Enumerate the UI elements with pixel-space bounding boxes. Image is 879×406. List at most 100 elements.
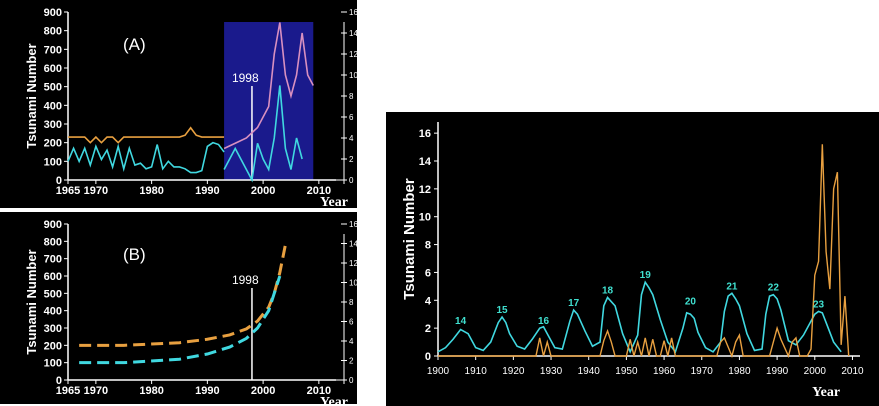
cycle-label: 18: [602, 286, 614, 297]
cycle-label: 16: [538, 316, 550, 327]
right-tick-label: 4: [349, 134, 354, 143]
y-tick-label: 0: [56, 375, 62, 387]
y-tick-label: 300: [44, 323, 62, 335]
panel-label: (B): [123, 245, 146, 264]
y-axis-label: Tsunami Number: [24, 43, 39, 148]
x-tick-label: 1970: [691, 366, 714, 377]
y-tick-label: 600: [44, 271, 62, 283]
chart-a: 0 2 4 6 8 10 12 14 16 0 100 200 300 400 500 600 700 800 90…: [24, 7, 357, 208]
x-axis-label: Year: [320, 195, 348, 208]
x-tick-label: 1970: [84, 185, 108, 197]
cycle-label: 19: [640, 270, 652, 281]
y-tick-label: 400: [44, 306, 62, 318]
x-tick-label: 1980: [139, 385, 163, 397]
panel-label: (A): [123, 35, 146, 54]
x-tick-label: 1990: [766, 366, 789, 377]
y-tick-label: 4: [425, 295, 432, 307]
right-tick-label: 12: [349, 50, 357, 59]
cycle-label: 15: [496, 305, 508, 316]
right-tick-label: 16: [349, 8, 357, 17]
series-orange-line: [79, 244, 287, 347]
y-tick-label: 2: [425, 323, 431, 335]
x-tick-label: 1900: [427, 366, 450, 377]
y-tick-label: 500: [44, 82, 62, 94]
cycle-label: 14: [455, 316, 467, 327]
panel-a: 0 2 4 6 8 10 12 14 16 0 100 200 300 400 500 600 700 800 90…: [0, 0, 357, 208]
annotation-label: 1998: [232, 273, 259, 287]
y-tick-label: 8: [425, 240, 431, 252]
cycle-label: 17: [568, 298, 580, 309]
x-tick-label: 1950: [615, 366, 638, 377]
y-tick-label: 6: [425, 267, 431, 279]
y-tick-label: 14: [419, 156, 432, 168]
y-tick-label: 600: [44, 63, 62, 75]
y-tick-label: 300: [44, 119, 62, 131]
x-tick-label: 2000: [251, 185, 275, 197]
x-tick-label: 2000: [251, 385, 275, 397]
x-tick-label: 1990: [195, 185, 219, 197]
y-tick-label: 800: [44, 236, 62, 248]
y-tick-label: 700: [44, 254, 62, 266]
y-tick-label: 0: [425, 351, 431, 363]
series-cyan-line: [67, 141, 225, 174]
y-tick-label: 0: [56, 175, 62, 187]
y-tick-label: 400: [44, 100, 62, 112]
y-tick-label: 500: [44, 288, 62, 300]
y-tick-label: 200: [44, 340, 62, 352]
x-tick-label: 1940: [578, 366, 601, 377]
y-tick-label: 10: [419, 212, 431, 224]
x-tick-label: 2010: [307, 185, 331, 197]
panel-b: 0 2 4 6 8 10 12 14 16 0 100 200 300 400 500 600 700 800 90…: [0, 212, 357, 404]
series-cyan-line: [223, 85, 303, 183]
right-tick-label: 14: [349, 240, 357, 249]
right-tick-label: 6: [349, 113, 354, 122]
annotation-label: 1998: [232, 71, 259, 85]
y-axis-label: Tsunami Number: [401, 178, 418, 300]
panel-c: 0 2 4 6 8 10 12 14 16 1900 1910 1920 1930 1940 1950 196…: [386, 112, 879, 406]
x-tick-label: 2010: [307, 385, 331, 397]
x-tick-label: 1910: [465, 366, 488, 377]
series-orange-line: [68, 126, 225, 144]
y-tick-label: 900: [44, 7, 62, 19]
cycle-label: 21: [726, 281, 738, 292]
y-tick-label: 900: [44, 219, 62, 231]
chart-b: 0 2 4 6 8 10 12 14 16 0 100 200 300 400 500 600 700 800 90…: [24, 219, 357, 404]
right-tick-label: 10: [349, 71, 357, 80]
y-tick-label: 200: [44, 138, 62, 150]
y-tick-label: 12: [419, 184, 431, 196]
right-tick-label: 4: [349, 337, 354, 346]
right-tick-label: 2: [349, 357, 354, 366]
series-cyan-line: [437, 280, 842, 354]
x-tick-label: 1965: [56, 385, 80, 397]
right-tick-label: 10: [349, 279, 357, 288]
series-cyan-line: [79, 275, 282, 365]
x-axis-label: Year: [320, 395, 348, 404]
right-tick-label: 0: [349, 376, 354, 385]
y-tick-label: 700: [44, 44, 62, 56]
cycle-label: 20: [685, 297, 697, 308]
right-tick-label: 8: [349, 92, 354, 101]
y-tick-label: 800: [44, 26, 62, 38]
x-tick-label: 1970: [84, 385, 108, 397]
y-axis-label: Tsunami Number: [24, 249, 39, 354]
x-tick-label: 1960: [653, 366, 676, 377]
cycle-label: 22: [768, 283, 780, 294]
series-orange-line: [438, 144, 850, 359]
x-tick-label: 1990: [195, 385, 219, 397]
y-tick-label: 100: [44, 156, 62, 168]
x-tick-label: 1965: [56, 185, 80, 197]
right-tick-label: 2: [349, 155, 354, 164]
right-tick-label: 12: [349, 259, 357, 268]
x-tick-label: 1930: [540, 366, 563, 377]
right-tick-label: 6: [349, 318, 354, 327]
series-pink-line: [223, 22, 314, 150]
cycle-label: 23: [813, 299, 825, 310]
x-tick-label: 2000: [804, 366, 827, 377]
x-tick-label: 1980: [728, 366, 751, 377]
x-tick-label: 2010: [841, 366, 864, 377]
y-tick-label: 100: [44, 358, 62, 370]
right-tick-label: 0: [349, 176, 354, 185]
y-tick-label: 16: [419, 128, 431, 140]
right-tick-label: 8: [349, 298, 354, 307]
right-tick-label: 14: [349, 29, 357, 38]
